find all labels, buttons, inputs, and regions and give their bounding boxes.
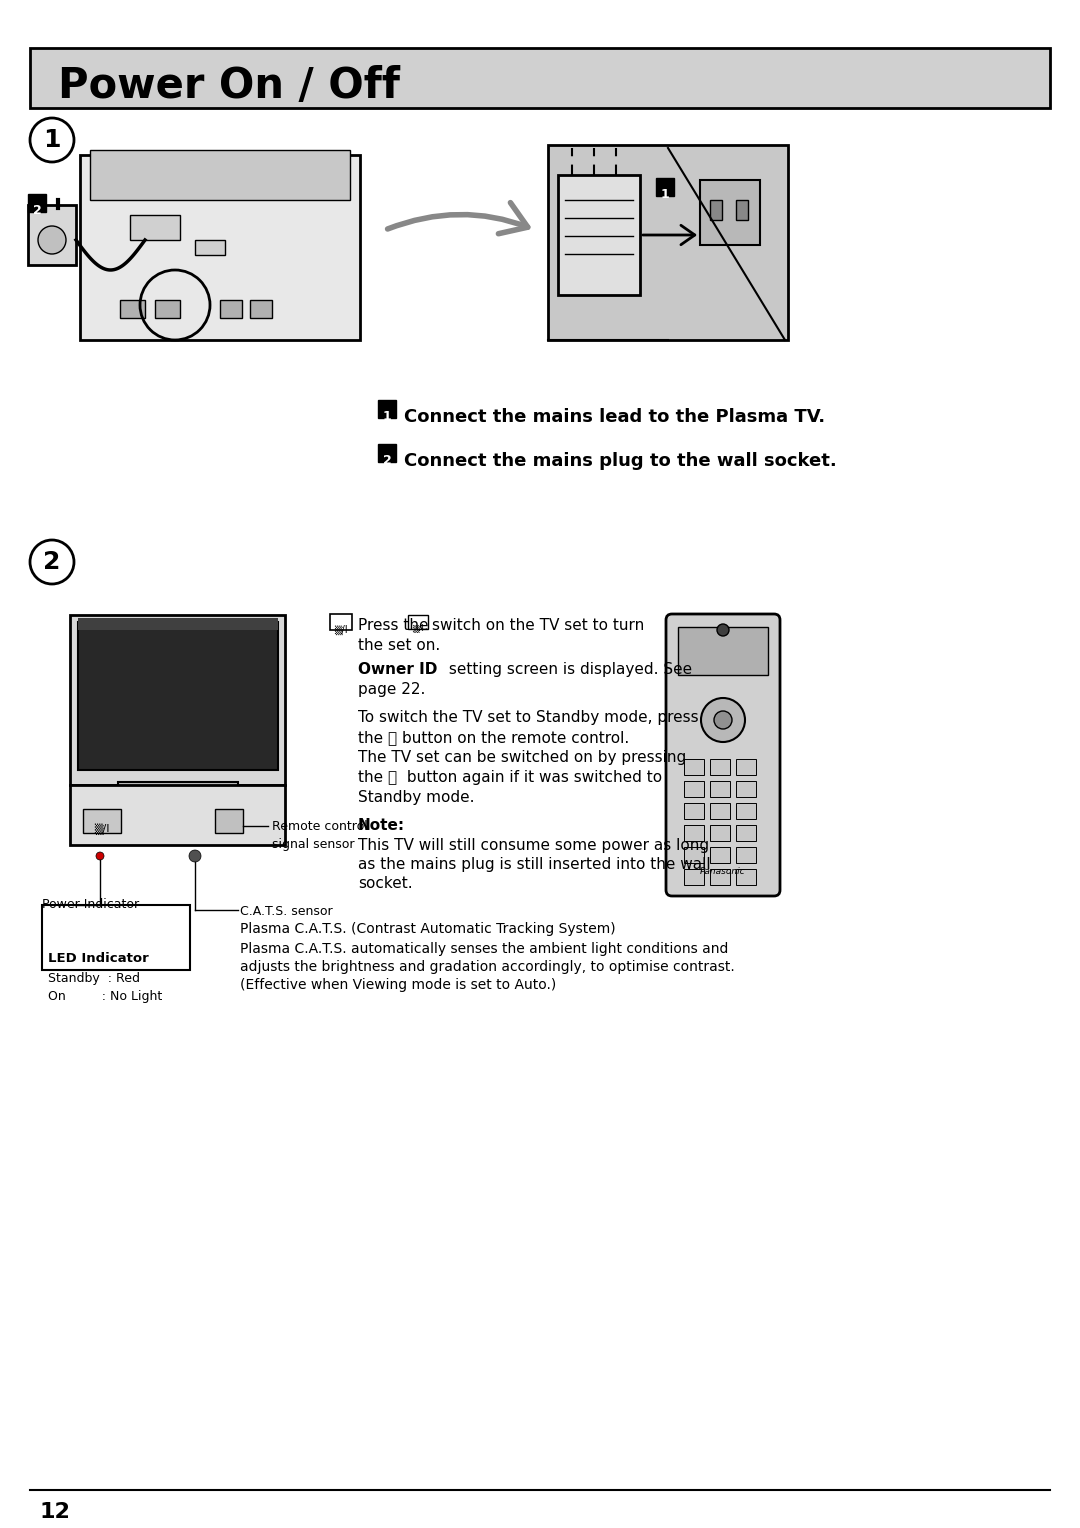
Text: The TV set can be switched on by pressing: The TV set can be switched on by pressin…	[357, 750, 686, 766]
Bar	[42, 905, 190, 970]
Text: To switch the TV set to Standby mode, press: To switch the TV set to Standby mode, pr…	[357, 711, 699, 724]
Bar	[684, 804, 704, 819]
Text: ▒/I: ▒/I	[413, 623, 424, 633]
Text: Plasma C.A.T.S. (Contrast Automatic Tracking System): Plasma C.A.T.S. (Contrast Automatic Trac…	[240, 921, 616, 937]
Bar	[220, 299, 242, 318]
Circle shape	[717, 623, 729, 636]
Text: (Effective when Viewing mode is set to Auto.): (Effective when Viewing mode is set to A…	[240, 978, 556, 992]
Bar	[28, 194, 46, 212]
Polygon shape	[558, 176, 640, 295]
Text: 12: 12	[40, 1502, 71, 1522]
Text: Owner ID: Owner ID	[357, 662, 437, 677]
Text: Connect the mains lead to the Plasma TV.: Connect the mains lead to the Plasma TV.	[404, 408, 825, 426]
Text: LED Indicator: LED Indicator	[48, 952, 149, 966]
Text: C.A.T.S. sensor: C.A.T.S. sensor	[240, 905, 333, 918]
Text: 2: 2	[382, 454, 391, 468]
Bar	[120, 299, 145, 318]
Text: Remote control: Remote control	[272, 821, 368, 833]
Text: socket.: socket.	[357, 876, 413, 891]
Bar	[710, 781, 730, 798]
Text: Power Indicator: Power Indicator	[42, 898, 139, 911]
Text: the Ⓚ  button again if it was switched to: the Ⓚ button again if it was switched to	[357, 770, 662, 785]
Bar	[710, 847, 730, 863]
Bar	[83, 808, 121, 833]
Circle shape	[30, 118, 75, 162]
Bar	[684, 825, 704, 840]
Text: This TV will still consume some power as long: This TV will still consume some power as…	[357, 837, 710, 853]
Text: Note:: Note:	[357, 817, 405, 833]
Bar	[249, 299, 272, 318]
Text: Standby  : Red: Standby : Red	[48, 972, 140, 986]
Bar	[70, 785, 285, 845]
Bar	[710, 759, 730, 775]
Bar	[78, 617, 278, 630]
Bar	[378, 445, 396, 461]
Text: 1: 1	[382, 410, 391, 423]
Circle shape	[38, 226, 66, 254]
Circle shape	[714, 711, 732, 729]
Bar	[28, 205, 76, 264]
FancyBboxPatch shape	[666, 614, 780, 895]
Bar	[684, 759, 704, 775]
Bar	[710, 804, 730, 819]
Bar	[195, 240, 225, 255]
Text: Panasonic: Panasonic	[700, 866, 746, 876]
Bar	[700, 180, 760, 244]
Text: Plasma C.A.T.S. automatically senses the ambient light conditions and: Plasma C.A.T.S. automatically senses the…	[240, 941, 728, 957]
Text: Connect the mains plug to the wall socket.: Connect the mains plug to the wall socke…	[404, 452, 837, 471]
Text: the set on.: the set on.	[357, 639, 441, 652]
Text: ▒/I: ▒/I	[334, 625, 348, 636]
FancyArrowPatch shape	[388, 203, 528, 234]
Text: 1: 1	[661, 188, 670, 202]
Bar	[90, 150, 350, 200]
Text: ▒/I: ▒/I	[94, 824, 110, 836]
Bar	[735, 759, 756, 775]
Bar	[735, 781, 756, 798]
Bar	[70, 614, 285, 785]
Bar	[78, 622, 278, 770]
Circle shape	[189, 850, 201, 862]
Text: Standby mode.: Standby mode.	[357, 790, 474, 805]
Text: 1: 1	[43, 128, 60, 151]
Text: adjusts the brightness and gradation accordingly, to optimise contrast.: adjusts the brightness and gradation acc…	[240, 960, 734, 973]
Bar	[684, 781, 704, 798]
Bar	[80, 154, 360, 341]
Bar	[735, 825, 756, 840]
Bar	[735, 804, 756, 819]
Bar	[735, 869, 756, 885]
Bar	[735, 200, 748, 220]
Circle shape	[30, 539, 75, 584]
Bar	[130, 215, 180, 240]
Text: the Ⓚ button on the remote control.: the Ⓚ button on the remote control.	[357, 730, 630, 746]
Text: as the mains plug is still inserted into the wall: as the mains plug is still inserted into…	[357, 857, 711, 872]
Bar	[656, 177, 674, 196]
Bar	[710, 200, 723, 220]
Bar	[710, 825, 730, 840]
Bar	[118, 782, 238, 801]
Text: signal sensor: signal sensor	[272, 837, 354, 851]
Bar	[156, 299, 180, 318]
Bar	[330, 614, 352, 630]
Bar	[684, 869, 704, 885]
Text: 2: 2	[43, 550, 60, 575]
Bar	[378, 400, 396, 419]
FancyArrowPatch shape	[643, 225, 694, 244]
Text: page 22.: page 22.	[357, 681, 426, 697]
Circle shape	[96, 853, 104, 860]
Bar	[548, 145, 788, 341]
Text: Power On / Off: Power On / Off	[58, 66, 400, 107]
Text: 2: 2	[32, 205, 41, 217]
Bar	[735, 847, 756, 863]
Bar	[408, 614, 428, 630]
Bar	[30, 47, 1050, 108]
Bar	[678, 626, 768, 675]
Text: switch on the TV set to turn: switch on the TV set to turn	[432, 617, 645, 633]
Bar	[710, 869, 730, 885]
Text: setting screen is displayed. See: setting screen is displayed. See	[444, 662, 692, 677]
Bar	[684, 847, 704, 863]
Text: On         : No Light: On : No Light	[48, 990, 162, 1002]
Text: Press the: Press the	[357, 617, 429, 633]
Bar	[215, 808, 243, 833]
Circle shape	[701, 698, 745, 743]
